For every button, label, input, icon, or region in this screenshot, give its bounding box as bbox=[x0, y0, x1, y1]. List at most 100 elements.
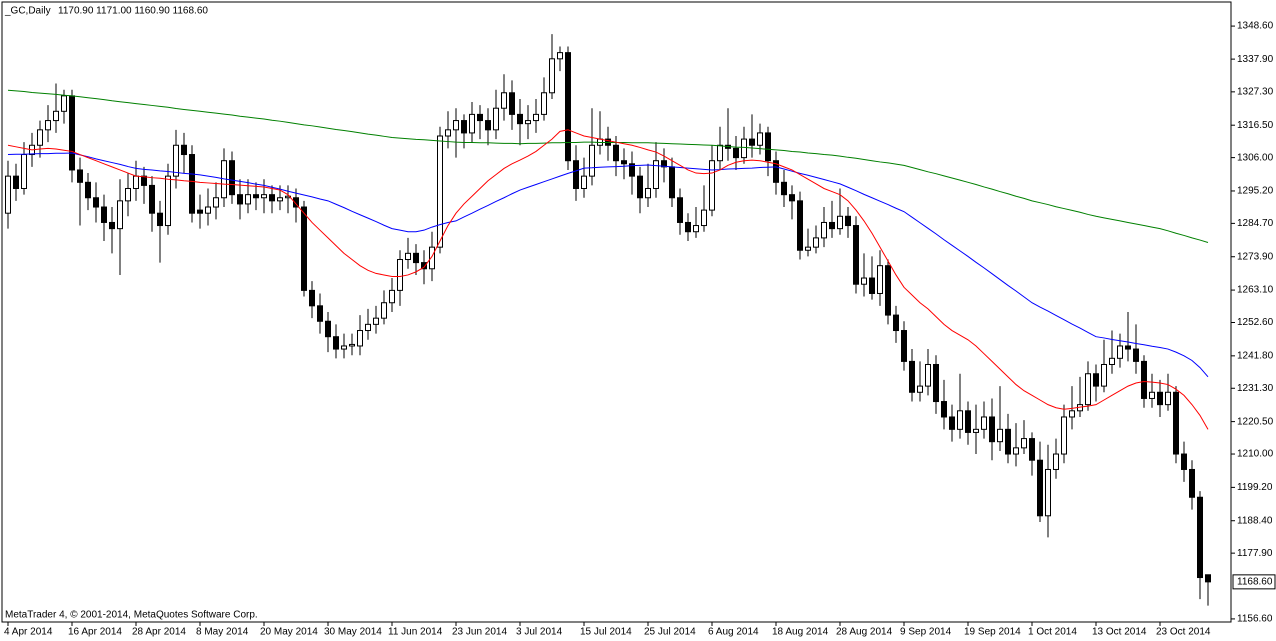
candle-body bbox=[1093, 373, 1099, 387]
x-tick-label: 13 Oct 2014 bbox=[1092, 627, 1147, 638]
candle-body bbox=[117, 200, 123, 230]
candle-body bbox=[1005, 428, 1011, 455]
x-tick-label: 25 Jul 2014 bbox=[644, 627, 696, 638]
candle-body bbox=[413, 252, 419, 264]
candle-body bbox=[269, 194, 275, 202]
x-tick-label: 30 May 2014 bbox=[324, 627, 382, 638]
candle-body bbox=[1149, 391, 1155, 399]
candle-body bbox=[405, 252, 411, 261]
candle-body bbox=[429, 246, 435, 270]
candle-body bbox=[973, 428, 979, 433]
y-tick-label: 1327.30 bbox=[1237, 86, 1274, 97]
candle-body bbox=[853, 225, 859, 285]
candle-body bbox=[421, 262, 427, 270]
candle-body bbox=[1037, 459, 1043, 517]
candle-body bbox=[685, 221, 691, 233]
candle-body bbox=[1069, 410, 1075, 418]
y-tick-label: 1273.90 bbox=[1237, 251, 1274, 262]
candle-body bbox=[709, 160, 715, 211]
candle-body bbox=[1157, 391, 1163, 406]
x-tick-label: 9 Sep 2014 bbox=[900, 627, 952, 638]
candle-body bbox=[213, 197, 219, 208]
candle-body bbox=[621, 160, 627, 165]
candle-body bbox=[493, 107, 499, 131]
x-tick-label: 3 Jul 2014 bbox=[516, 627, 563, 638]
candle-body bbox=[1173, 391, 1179, 455]
candle-body bbox=[1029, 438, 1035, 461]
candle-body bbox=[453, 120, 459, 131]
candle-body bbox=[637, 175, 643, 199]
candle-body bbox=[397, 259, 403, 291]
candle-body bbox=[293, 197, 299, 208]
candle-body bbox=[501, 92, 507, 109]
candle-body bbox=[981, 416, 987, 430]
candle-body bbox=[189, 154, 195, 214]
candle-body bbox=[477, 113, 483, 122]
candle-body bbox=[589, 144, 595, 177]
candle-body bbox=[237, 194, 243, 205]
candle-body bbox=[1053, 453, 1059, 470]
candle-body bbox=[917, 385, 923, 393]
y-tick-label: 1177.90 bbox=[1237, 548, 1273, 559]
x-tick-label: 19 Sep 2014 bbox=[964, 627, 1021, 638]
candle-body bbox=[101, 206, 107, 223]
candle-body bbox=[309, 289, 315, 307]
candle-body bbox=[677, 197, 683, 223]
candle-body bbox=[693, 225, 699, 233]
candle-body bbox=[373, 317, 379, 325]
candle-body bbox=[381, 302, 387, 319]
y-tick-label: 1295.20 bbox=[1237, 186, 1274, 197]
x-tick-label: 16 Apr 2014 bbox=[68, 627, 122, 638]
candle-body bbox=[509, 92, 515, 115]
y-tick-label: 1188.40 bbox=[1237, 515, 1273, 526]
candle-body bbox=[829, 221, 835, 230]
candle-body bbox=[1205, 574, 1211, 583]
candle-body bbox=[861, 277, 867, 285]
ohlc-header: 1170.90 1171.00 1160.90 1168.60 bbox=[58, 6, 208, 17]
x-tick-label: 23 Jun 2014 bbox=[452, 627, 507, 638]
candle-body bbox=[717, 144, 723, 162]
candle-body bbox=[69, 95, 75, 171]
footer: MetaTrader 4, © 2001-2014, MetaQuotes So… bbox=[5, 610, 258, 621]
y-tick-label: 1231.30 bbox=[1237, 383, 1274, 394]
candle-body bbox=[229, 160, 235, 196]
candle-body bbox=[45, 120, 51, 131]
candle-body bbox=[77, 169, 83, 183]
candle-body bbox=[469, 113, 475, 134]
candle-body bbox=[1117, 345, 1123, 359]
candle-body bbox=[389, 289, 395, 304]
candle-body bbox=[837, 215, 843, 230]
candle-body bbox=[149, 184, 155, 214]
x-tick-label: 1 Oct 2014 bbox=[1028, 627, 1077, 638]
candle-body bbox=[485, 120, 491, 131]
candle-body bbox=[541, 92, 547, 115]
candle-body bbox=[333, 336, 339, 350]
candle-body bbox=[301, 206, 307, 291]
x-tick-label: 4 Apr 2014 bbox=[4, 627, 53, 638]
y-tick-label: 1252.60 bbox=[1237, 317, 1274, 328]
candle-body bbox=[157, 212, 163, 227]
candle-body bbox=[701, 209, 707, 227]
candle-body bbox=[765, 132, 771, 162]
candle-body bbox=[789, 194, 795, 202]
candle-body bbox=[437, 135, 443, 248]
candle-body bbox=[989, 416, 995, 443]
candle-body bbox=[1125, 345, 1131, 350]
candle-body bbox=[109, 221, 115, 230]
ma-line bbox=[7, 89, 1209, 244]
candle-body bbox=[909, 360, 915, 393]
candle-body bbox=[341, 345, 347, 350]
candle-body bbox=[1013, 447, 1019, 455]
candle-body bbox=[197, 209, 203, 214]
y-tick-label: 1156.60 bbox=[1237, 614, 1273, 625]
candle-body bbox=[773, 160, 779, 183]
candle-body bbox=[133, 175, 139, 189]
candle-body bbox=[181, 144, 187, 156]
symbol: _GC,Daily bbox=[4, 6, 51, 17]
candle-body bbox=[61, 95, 67, 112]
candle-body bbox=[277, 197, 283, 202]
x-tick-label: 15 Jul 2014 bbox=[580, 627, 632, 638]
x-tick-label: 11 Jun 2014 bbox=[388, 627, 443, 638]
x-tick-label: 20 May 2014 bbox=[260, 627, 318, 638]
